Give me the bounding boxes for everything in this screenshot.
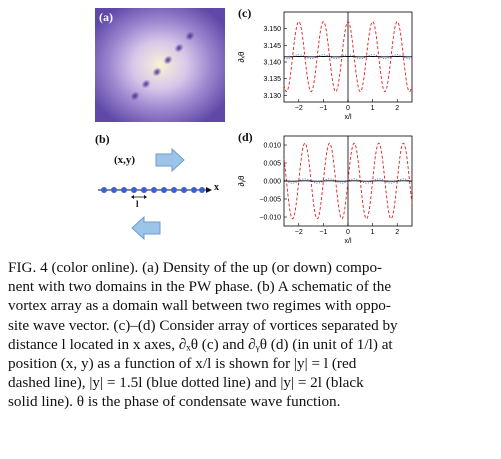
- panel-b: (b) (x,y) x l: [92, 128, 232, 246]
- y-axis-label: ∂ₓθ: [237, 51, 246, 63]
- series-line: [283, 178, 413, 184]
- x-tick-label: 1: [371, 105, 375, 112]
- chart-d-svg: −2 −1 0 1 2 0.010 0.005 0.000 −0.005 −0.010 x/l ∂ᵧθ: [237, 135, 413, 245]
- y-tick-label: 0.000: [263, 179, 281, 186]
- schematic-svg: [98, 147, 212, 241]
- caption-line: position (x, y) as a function of x/l is …: [8, 355, 357, 373]
- x-tick-label: −2: [295, 229, 303, 236]
- caption-line: FIG. 4 (color online). (a) Density of th…: [8, 259, 383, 276]
- y-tick-label: −0.010: [259, 215, 281, 222]
- caption-line: vortex array as a domain wall between tw…: [8, 297, 391, 315]
- figure-caption: FIG. 4 (color online). (a) Density of th…: [8, 258, 496, 412]
- y-tick-label: 3.150: [263, 26, 281, 33]
- panel-d: (d) −2 −1 0 1 2 0.010 0.005 0.000 −0.005 −0.010 x/…: [232, 128, 422, 252]
- vortex-core: [185, 31, 195, 41]
- coord-label: (x,y): [114, 154, 136, 166]
- spacing-label: l: [136, 199, 139, 209]
- x-tick-label: 0: [346, 105, 350, 112]
- series-line: [283, 21, 413, 93]
- right-arrow-icon: [155, 147, 185, 173]
- vortex-core: [130, 91, 140, 101]
- y-tick-label: 3.135: [263, 76, 281, 83]
- panel-d-letter: (d): [238, 130, 253, 144]
- y-tick-label: −0.005: [259, 197, 281, 204]
- x-tick-label: 2: [395, 105, 399, 112]
- y-axis-label: ∂ᵧθ: [237, 175, 246, 187]
- panel-c: (c) −2 −1 0 1 2 3.150 3.145 3.140 3.135 3.130 x/l ∂…: [232, 4, 422, 128]
- x-tick-label: 0: [346, 229, 350, 236]
- x-tick-label: 1: [371, 229, 375, 236]
- caption-line: distance l located in x axes, ∂ₓθ (c) an…: [8, 335, 393, 353]
- panel-c-letter: (c): [238, 6, 252, 20]
- x-tick-label: 2: [395, 229, 399, 236]
- y-tick-label: 3.130: [263, 93, 281, 100]
- panel-a-letter: (a): [99, 10, 113, 24]
- left-arrow-icon: [131, 215, 161, 241]
- caption-line: nent with two domains in the PW phase. (…: [8, 278, 392, 296]
- y-tick-label: 0.005: [263, 161, 281, 168]
- y-tick-label: 3.145: [263, 43, 281, 50]
- x-tick-label: −1: [319, 229, 327, 236]
- x-tick-label: −1: [319, 105, 327, 112]
- x-axis-label: x/l: [345, 114, 352, 121]
- panel-a: (a): [95, 8, 225, 122]
- vortex-core: [174, 43, 184, 53]
- x-tick-label: −2: [295, 105, 303, 112]
- chart-c-svg: −2 −1 0 1 2 3.150 3.145 3.140 3.135 3.130 x/l ∂ₓθ: [237, 11, 413, 121]
- vortex-core: [152, 67, 162, 77]
- y-tick-label: 3.140: [263, 60, 281, 67]
- caption-line: solid line). θ is the phase of condensat…: [8, 393, 341, 411]
- caption-line: dashed line), |y| = 1.5l (blue dotted li…: [8, 374, 364, 392]
- density-image: [95, 8, 225, 122]
- x-axis-label: x/l: [345, 238, 352, 245]
- vortex-cores: [130, 31, 195, 101]
- y-tick-label: 0.010: [263, 143, 281, 150]
- vortex-core: [163, 55, 173, 65]
- caption-line: site wave vector. (c)–(d) Consider array…: [8, 316, 398, 334]
- axis-x-label: x: [214, 182, 219, 193]
- vortex-core: [141, 79, 151, 89]
- panel-b-letter: (b): [95, 132, 110, 146]
